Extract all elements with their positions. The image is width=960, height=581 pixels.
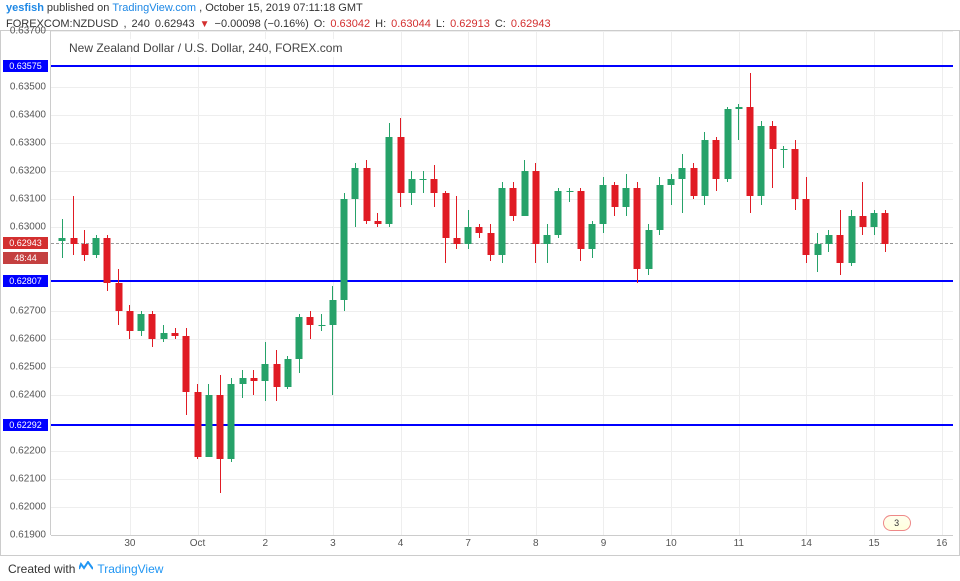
grid-v	[130, 31, 131, 535]
grid-h	[51, 171, 953, 172]
y-tick: 0.63100	[10, 194, 46, 205]
y-tick: 0.62100	[10, 474, 46, 485]
y-tick: 0.62500	[10, 362, 46, 373]
x-axis: 30 Oct 2 3 4 7 8 9 10 11 14 15 16	[51, 535, 953, 555]
grid-h	[51, 115, 953, 116]
y-tick: 0.63700	[10, 26, 46, 37]
footer: Created with TradingView	[0, 556, 960, 581]
tradingview-link[interactable]: TradingView	[97, 562, 163, 576]
horizontal-line[interactable]	[51, 280, 953, 282]
hline-badge: 0.63575	[3, 60, 48, 72]
timeframe: 240	[132, 18, 150, 30]
y-tick: 0.63500	[10, 82, 46, 93]
grid-h	[51, 31, 953, 32]
grid-v	[198, 31, 199, 535]
low-value: 0.62913	[450, 18, 490, 30]
x-tick: Oct	[190, 538, 206, 549]
comment-bubble[interactable]: 3	[883, 515, 911, 531]
x-tick: 14	[801, 538, 812, 549]
x-tick: 11	[734, 538, 744, 549]
x-tick: 8	[533, 538, 539, 549]
y-axis: 0.637000.635000.634000.633000.632000.631…	[1, 31, 51, 535]
grid-h	[51, 451, 953, 452]
hline-badge: 0.62292	[3, 419, 48, 431]
tradingview-icon	[79, 561, 93, 576]
y-tick: 0.63200	[10, 166, 46, 177]
x-tick: 10	[666, 538, 677, 549]
horizontal-line[interactable]	[51, 424, 953, 426]
grid-v	[806, 31, 807, 535]
x-tick: 7	[465, 538, 471, 549]
site-link[interactable]: TradingView.com	[112, 2, 196, 14]
y-tick: 0.63400	[10, 110, 46, 121]
close-label: C:	[495, 18, 506, 30]
low-label: L:	[436, 18, 445, 30]
chart-title: New Zealand Dollar / U.S. Dollar, 240, F…	[65, 39, 346, 57]
x-tick: 4	[398, 538, 404, 549]
grid-h	[51, 143, 953, 144]
grid-h	[51, 87, 953, 88]
y-tick: 0.63000	[10, 222, 46, 233]
price-badge: 0.62943	[3, 237, 48, 249]
publish-header: yesfish published on TradingView.com , O…	[0, 0, 960, 16]
close-value: 0.62943	[511, 18, 551, 30]
chart-container[interactable]: 0.637000.635000.634000.633000.632000.631…	[0, 30, 960, 556]
publish-date: , October 15, 2019 07:11:18 GMT	[199, 2, 363, 14]
x-tick: 30	[124, 538, 135, 549]
countdown-badge: 48:44	[3, 252, 48, 264]
grid-h	[51, 479, 953, 480]
y-tick: 0.63300	[10, 138, 46, 149]
grid-v	[671, 31, 672, 535]
x-tick: 15	[869, 538, 880, 549]
y-tick: 0.62700	[10, 306, 46, 317]
x-tick: 3	[330, 538, 336, 549]
high-value: 0.63044	[391, 18, 431, 30]
y-tick: 0.61900	[10, 530, 46, 541]
grid-h	[51, 311, 953, 312]
grid-v	[401, 31, 402, 535]
grid-v	[265, 31, 266, 535]
chart-plot-area[interactable]: New Zealand Dollar / U.S. Dollar, 240, F…	[51, 31, 953, 535]
y-tick: 0.62000	[10, 502, 46, 513]
direction-arrow: ▼	[200, 19, 210, 30]
x-tick: 2	[262, 538, 268, 549]
last-price: 0.62943	[155, 18, 195, 30]
change: −0.00098 (−0.16%)	[215, 18, 309, 30]
y-tick: 0.62600	[10, 334, 46, 345]
grid-v	[536, 31, 537, 535]
created-with-text: Created with	[8, 562, 75, 576]
horizontal-line[interactable]	[51, 65, 953, 67]
grid-v	[468, 31, 469, 535]
grid-v	[874, 31, 875, 535]
y-tick: 0.62200	[10, 446, 46, 457]
x-tick: 16	[936, 538, 947, 549]
high-label: H:	[375, 18, 386, 30]
y-tick: 0.62400	[10, 390, 46, 401]
published-on-text: published on	[47, 2, 109, 14]
open-label: O:	[314, 18, 326, 30]
grid-v	[333, 31, 334, 535]
grid-v	[942, 31, 943, 535]
x-tick: 9	[601, 538, 607, 549]
open-value: 0.63042	[330, 18, 370, 30]
grid-h	[51, 507, 953, 508]
username[interactable]: yesfish	[6, 2, 44, 14]
hline-badge: 0.62807	[3, 275, 48, 287]
grid-v	[603, 31, 604, 535]
